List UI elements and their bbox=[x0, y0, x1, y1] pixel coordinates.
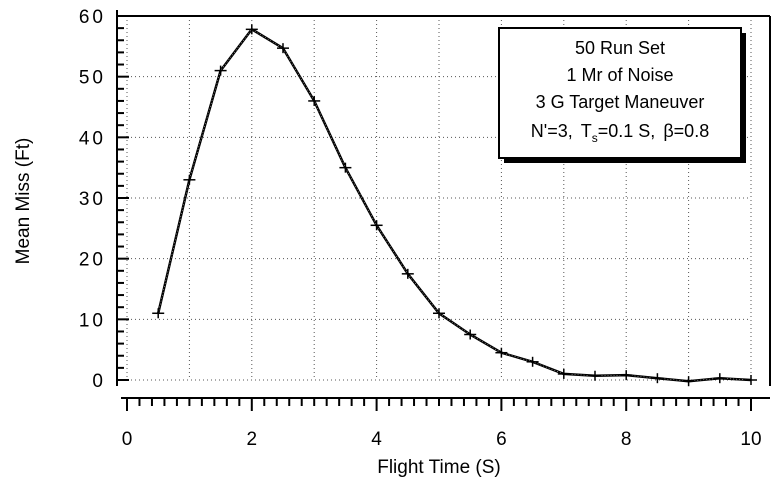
x-tick-label: 10 bbox=[740, 429, 761, 450]
data-point-marker bbox=[277, 43, 289, 54]
data-point-marker bbox=[620, 370, 633, 381]
data-point-marker bbox=[339, 162, 352, 173]
data-point-marker bbox=[557, 368, 570, 379]
x-tick-label: 4 bbox=[371, 429, 382, 450]
y-tick-label: 0 bbox=[92, 371, 106, 392]
data-point-marker bbox=[183, 174, 196, 185]
data-series bbox=[152, 24, 757, 387]
y-tick-label: 50 bbox=[79, 68, 106, 89]
data-point-marker bbox=[245, 24, 258, 35]
legend-line-3: 3 G Target Maneuver bbox=[536, 92, 705, 112]
legend-param-ts-subscript: s bbox=[592, 131, 598, 145]
data-point-marker bbox=[495, 347, 508, 358]
data-point-marker bbox=[526, 356, 539, 367]
y-tick-label: 40 bbox=[79, 128, 106, 149]
plot-frame bbox=[116, 10, 771, 399]
legend-box: 50 Run Set 1 Mr of Noise 3 G Target Mane… bbox=[498, 27, 746, 163]
legend-line-2: 1 Mr of Noise bbox=[566, 65, 673, 85]
y-tick-label: 60 bbox=[79, 7, 106, 28]
legend-line-4: N'=3, Ts=0.1 S, β=0.8 bbox=[531, 121, 709, 145]
y-tick-label: 20 bbox=[79, 250, 106, 271]
legend-line-1: 50 Run Set bbox=[575, 38, 665, 58]
legend-param-beta: β=0.8 bbox=[663, 121, 709, 141]
data-point-marker bbox=[682, 376, 695, 387]
x-tick-label: 0 bbox=[122, 429, 133, 450]
x-tick-label: 6 bbox=[496, 429, 507, 450]
data-point-marker bbox=[651, 373, 664, 384]
y-tick-label: 10 bbox=[79, 310, 106, 331]
data-point-marker bbox=[152, 308, 165, 319]
data-point-marker bbox=[401, 268, 414, 279]
data-point-marker bbox=[433, 308, 445, 319]
data-point-marker bbox=[214, 65, 227, 76]
legend-param-ts: T bbox=[581, 121, 592, 141]
series-line-highlight bbox=[157, 28, 752, 382]
x-axis-title: Flight Time (S) bbox=[377, 457, 501, 478]
legend-border bbox=[498, 27, 742, 159]
data-point-marker bbox=[308, 95, 321, 106]
x-tick-label: 2 bbox=[247, 429, 258, 450]
data-point-marker bbox=[589, 370, 601, 381]
y-tick-label: 30 bbox=[79, 189, 106, 210]
data-point-marker bbox=[464, 329, 477, 340]
legend-param-n: N'=3, bbox=[531, 121, 573, 141]
data-point-marker bbox=[713, 373, 726, 384]
y-axis-title: Mean Miss (Ft) bbox=[13, 138, 34, 265]
data-point-marker bbox=[745, 375, 757, 385]
legend-param-ts-value: =0.1 S, bbox=[598, 121, 656, 141]
axis-ticks: 0 2 4 6 8 10 0 10 20 30 40 50 60 bbox=[79, 7, 762, 450]
data-point-marker bbox=[370, 220, 383, 231]
x-tick-label: 8 bbox=[621, 429, 632, 450]
